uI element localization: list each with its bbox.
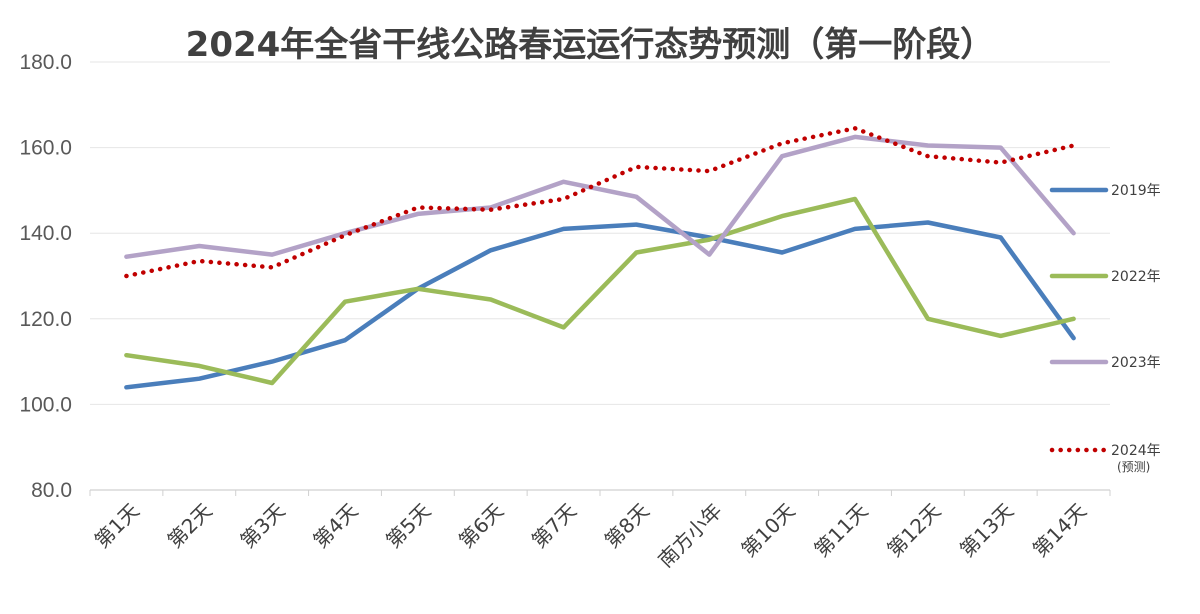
data-point — [561, 226, 566, 231]
data-point — [925, 316, 930, 321]
series-line-2024年 — [124, 126, 1076, 279]
data-point — [707, 252, 712, 257]
legend-label: 2019年 — [1111, 183, 1161, 199]
data-point — [1071, 336, 1076, 341]
legend-label: 2024年 — [1111, 443, 1161, 459]
data-point — [270, 265, 275, 270]
data-point — [415, 286, 420, 291]
series-line-2019年 — [124, 220, 1076, 390]
data-point — [270, 252, 275, 257]
data-point — [780, 141, 785, 146]
data-point — [561, 179, 566, 184]
legend-label: 2023年 — [1111, 355, 1161, 371]
gridlines — [90, 61, 1110, 405]
data-point — [197, 363, 202, 368]
data-point — [998, 160, 1003, 165]
data-point — [197, 259, 202, 264]
data-point — [780, 214, 785, 219]
axes — [89, 489, 1111, 496]
y-axis-tick-labels: 80.0 100.0 120.0 140.0 160.0 180.0 — [19, 51, 72, 502]
data-point — [488, 207, 493, 212]
series-line-2023年 — [124, 134, 1076, 259]
data-point — [925, 220, 930, 225]
chart-title: 2024年全省干线公路春运运行态势预测（第一阶段） — [186, 25, 995, 65]
data-point — [343, 299, 348, 304]
data-point — [634, 194, 639, 199]
data-point — [1071, 143, 1076, 148]
y-tick-label: 120.0 — [19, 308, 72, 331]
legend: 2019年 2022年 2023年 2024年(预测) — [1049, 183, 1161, 474]
data-point — [853, 226, 858, 231]
data-point — [488, 248, 493, 253]
data-point — [270, 381, 275, 386]
data-point — [561, 325, 566, 330]
data-point — [1071, 231, 1076, 236]
data-point — [488, 297, 493, 302]
data-point — [270, 359, 275, 364]
data-point — [780, 154, 785, 159]
data-point — [415, 211, 420, 216]
data-point — [1071, 316, 1076, 321]
data-point — [197, 376, 202, 381]
data-point — [634, 222, 639, 227]
data-point — [343, 338, 348, 343]
data-point — [707, 237, 712, 242]
data-point — [124, 254, 129, 259]
data-point — [925, 143, 930, 148]
data-point — [853, 196, 858, 201]
data-point — [707, 169, 712, 174]
data-point — [124, 353, 129, 358]
series-lines — [124, 126, 1076, 390]
data-point — [197, 244, 202, 249]
legend-label: 2022年 — [1111, 269, 1161, 285]
data-point — [634, 250, 639, 255]
data-point — [853, 126, 858, 131]
data-point — [124, 385, 129, 390]
data-point — [780, 250, 785, 255]
data-point — [998, 235, 1003, 240]
data-point — [925, 154, 930, 159]
data-point — [853, 134, 858, 139]
data-point — [343, 233, 348, 238]
y-tick-label: 180.0 — [19, 51, 72, 74]
y-tick-label: 140.0 — [19, 222, 72, 245]
data-point — [124, 274, 129, 279]
y-tick-label: 160.0 — [19, 137, 72, 160]
data-point — [998, 333, 1003, 338]
data-point — [998, 145, 1003, 150]
y-tick-label: 80.0 — [31, 479, 72, 502]
data-point — [561, 196, 566, 201]
data-point — [634, 164, 639, 169]
legend-note: (预测) — [1117, 460, 1150, 474]
y-tick-label: 100.0 — [19, 393, 72, 416]
series-line-2022年 — [124, 196, 1076, 386]
data-point — [415, 205, 420, 210]
